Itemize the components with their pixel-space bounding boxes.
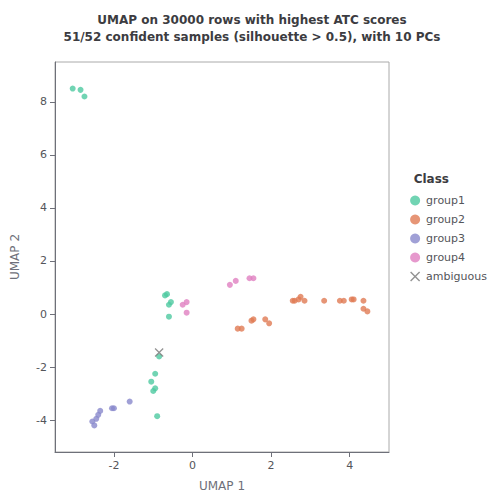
svg-text:0: 0	[40, 308, 47, 321]
svg-text:0: 0	[189, 459, 196, 472]
svg-text:group1: group1	[426, 194, 465, 207]
svg-text:2: 2	[268, 459, 275, 472]
svg-text:group4: group4	[426, 251, 465, 264]
svg-text:8: 8	[40, 95, 47, 108]
svg-text:4: 4	[40, 201, 47, 214]
svg-text:group3: group3	[426, 232, 465, 245]
svg-text:Class: Class	[414, 172, 449, 186]
svg-text:-2: -2	[108, 459, 119, 472]
svg-text:51/52 confident samples (silho: 51/52 confident samples (silhouette > 0.…	[64, 30, 441, 44]
svg-text:UMAP 1: UMAP 1	[199, 479, 245, 493]
svg-text:ambiguous: ambiguous	[426, 270, 487, 283]
svg-text:2: 2	[40, 254, 47, 267]
svg-text:UMAP on 30000 rows with highes: UMAP on 30000 rows with highest ATC scor…	[97, 13, 406, 27]
svg-text:6: 6	[40, 148, 47, 161]
svg-text:-4: -4	[36, 414, 47, 427]
svg-text:group2: group2	[426, 213, 465, 226]
svg-text:UMAP 2: UMAP 2	[8, 234, 22, 280]
svg-text:4: 4	[346, 459, 353, 472]
svg-text:-2: -2	[36, 361, 47, 374]
